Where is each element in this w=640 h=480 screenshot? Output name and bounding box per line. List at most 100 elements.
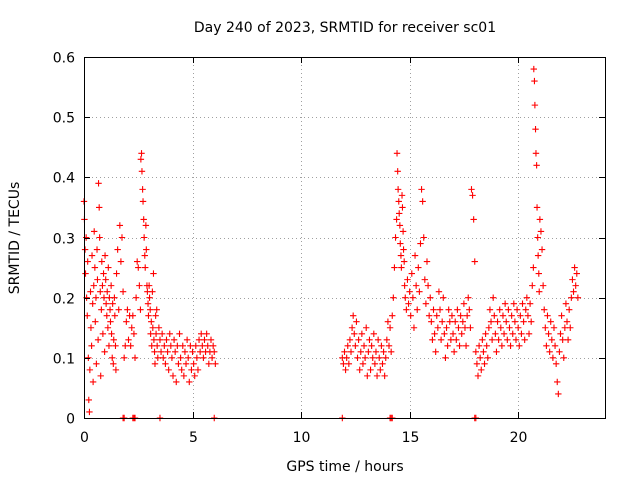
data-point [399, 204, 406, 211]
data-point [138, 150, 145, 157]
data-point [495, 336, 502, 343]
data-point [401, 282, 408, 289]
data-point [469, 192, 476, 199]
data-point [204, 342, 211, 349]
data-point [541, 306, 548, 313]
data-point [207, 336, 215, 343]
data-point [396, 210, 403, 217]
y-tick-label: 0.6 [53, 51, 75, 67]
data-point [153, 342, 161, 349]
data-point [114, 246, 121, 253]
data-point [176, 330, 183, 337]
data-point [161, 342, 168, 349]
data-point [454, 306, 461, 313]
data-point [522, 306, 529, 313]
data-point [394, 168, 401, 175]
data-point [496, 306, 503, 313]
data-point [170, 336, 178, 343]
data-point [558, 312, 565, 319]
data-point [208, 354, 216, 362]
data-point [160, 354, 167, 362]
data-point [131, 354, 139, 362]
data-point [446, 318, 453, 325]
data-point [430, 306, 437, 313]
data-point [467, 324, 474, 331]
data-point [378, 342, 385, 349]
data-point [150, 270, 157, 277]
data-point [396, 222, 404, 229]
data-point [561, 324, 569, 331]
data-point [524, 312, 532, 319]
data-point [492, 330, 499, 337]
data-point [209, 342, 217, 349]
data-point [363, 324, 370, 331]
data-point [97, 288, 104, 295]
data-point [449, 330, 457, 337]
data-point [532, 126, 539, 133]
data-point [139, 186, 146, 193]
data-point [507, 342, 514, 349]
data-point [345, 360, 353, 368]
data-point [393, 150, 401, 157]
data-point [193, 354, 201, 362]
data-point [487, 318, 495, 325]
data-point [98, 258, 106, 265]
data-point [351, 330, 358, 337]
data-point [368, 342, 375, 349]
data-point [407, 312, 414, 319]
data-point [476, 354, 484, 362]
data-point [395, 198, 402, 205]
data-point [574, 294, 582, 301]
data-point [183, 336, 191, 343]
data-point [458, 330, 465, 337]
data-point [137, 156, 145, 163]
data-point [508, 312, 515, 319]
data-point [445, 306, 452, 313]
data-point [81, 246, 89, 253]
data-point [124, 306, 131, 313]
data-point [478, 366, 485, 374]
data-point [415, 264, 422, 271]
data-point [534, 234, 541, 241]
data-point [398, 264, 405, 271]
data-point [344, 342, 351, 349]
data-point [372, 348, 380, 356]
data-point [468, 186, 475, 193]
data-point [564, 336, 572, 343]
data-point [370, 330, 378, 337]
data-point [547, 318, 554, 325]
data-point [455, 324, 462, 331]
data-point [551, 342, 559, 349]
data-point [118, 234, 126, 241]
data-point [110, 360, 117, 368]
data-point [504, 336, 511, 343]
data-point [435, 288, 443, 295]
data-point [493, 348, 500, 356]
data-point [194, 366, 202, 374]
data-point [149, 288, 156, 295]
data-point [178, 366, 185, 374]
data-point [531, 101, 539, 109]
data-point [355, 336, 362, 343]
data-point [135, 264, 142, 271]
data-point [543, 342, 550, 349]
data-point [181, 348, 189, 356]
data-point [488, 336, 496, 343]
data-point [137, 306, 144, 313]
data-point [567, 324, 574, 331]
data-point [424, 282, 432, 289]
y-tick-label: 0.5 [53, 111, 75, 127]
data-point [196, 348, 204, 356]
data-point [509, 330, 516, 337]
data-point [125, 336, 132, 343]
data-point [211, 348, 218, 356]
data-point [410, 324, 418, 331]
data-point [391, 264, 398, 271]
data-point [461, 324, 469, 331]
data-point [148, 318, 155, 325]
data-point [459, 318, 467, 325]
data-point [399, 228, 407, 235]
y-axis-label: SRMTID / TECUs [7, 182, 23, 295]
data-point [174, 342, 181, 349]
